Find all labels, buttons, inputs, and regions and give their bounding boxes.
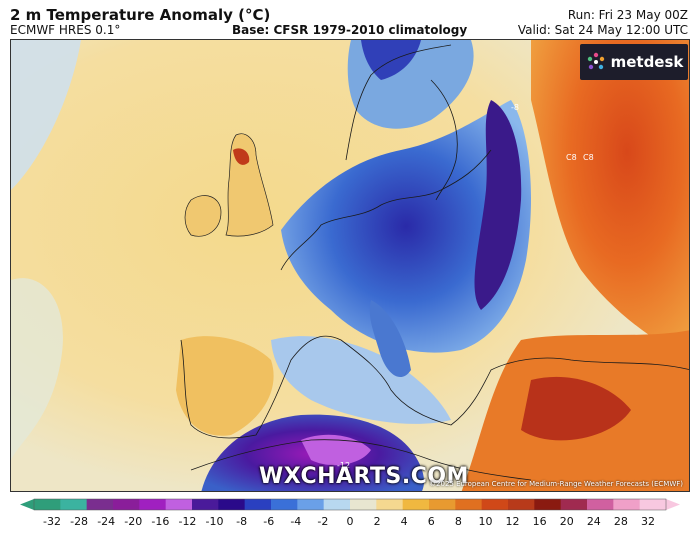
colorbar-tick-label: 4 <box>401 515 408 528</box>
scotland-hot-spot <box>233 148 250 165</box>
iberia-mixed <box>176 336 274 436</box>
colorbar-tick-label: -28 <box>70 515 88 528</box>
metdesk-logo-icon <box>587 52 604 70</box>
colorbar-tick-label: 12 <box>506 515 520 528</box>
colorbar-segment <box>560 499 588 510</box>
colorbar-segment <box>323 499 351 510</box>
colorbar-min-arrow <box>20 499 34 510</box>
colorbar-segment <box>165 499 193 510</box>
colorbar-segment <box>534 499 562 510</box>
colorbar-tick-label: 16 <box>533 515 547 528</box>
colorbar-segment <box>508 499 535 510</box>
colorbar-segment <box>297 499 325 510</box>
colorbar-segment <box>639 499 667 510</box>
colorbar-tick-label: -12 <box>178 515 196 528</box>
continent-coastline <box>180 335 689 439</box>
cold-core-band <box>474 100 522 310</box>
scandinavia-coastline <box>345 44 458 201</box>
colorbar-segment <box>376 499 404 510</box>
colorbar-tick-label: 28 <box>614 515 628 528</box>
turkey-hot-core <box>521 376 631 441</box>
colorbar-segment <box>429 499 456 510</box>
metdesk-logo: metdesk <box>580 44 688 80</box>
colorbar-segment <box>34 499 61 510</box>
contour-label: C8 <box>566 153 577 162</box>
italy-cold <box>369 300 411 378</box>
colorbar-segment <box>271 499 298 510</box>
colorbar-segment <box>139 499 167 510</box>
colorbar-max-arrow <box>666 499 680 510</box>
atlantic-cool-patch-south <box>11 278 63 460</box>
atlantic-cool-patch <box>11 40 81 190</box>
colorbar-segment <box>86 499 114 510</box>
colorbar-tick-label: -32 <box>43 515 61 528</box>
colorbar-tick-label: -16 <box>151 515 169 528</box>
colorbar-tick-label: 0 <box>347 515 354 528</box>
africa-coastline <box>190 439 532 481</box>
colorbar-tick-label: 2 <box>374 515 381 528</box>
colorbar-tick-label: 32 <box>641 515 655 528</box>
anomaly-map[interactable]: -8 C8 C8 -12 metdesk WXCHARTS.COM ©2025 … <box>10 39 690 492</box>
colorbar-segment <box>587 499 614 510</box>
colorbar-tick-label: -10 <box>206 515 224 528</box>
valid-time-label: Valid: Sat 24 May 12:00 UTC <box>517 23 688 37</box>
chart-title: 2 m Temperature Anomaly (°C) <box>10 6 271 24</box>
colorbar-tick-label: 10 <box>478 515 492 528</box>
colorbar-segment <box>218 499 246 510</box>
base-climatology-label: Base: CFSR 1979-2010 climatology <box>232 23 468 37</box>
colorbar-tick-label: 6 <box>428 515 435 528</box>
colorbar-tick-label: -6 <box>263 515 274 528</box>
colorbar-segment <box>350 499 377 510</box>
colorbar-outline <box>33 498 667 511</box>
north-coastline <box>280 149 492 271</box>
africa-deep-core <box>301 434 371 466</box>
colorbar-segment <box>613 499 641 510</box>
colorbar-segment <box>481 499 509 510</box>
east-warm-region <box>531 40 689 359</box>
colorbar-segment <box>113 499 140 510</box>
colorbar-tick-label: 20 <box>560 515 574 528</box>
colorbar-tick-label: -2 <box>317 515 328 528</box>
colorbar-tick-label: -24 <box>97 515 115 528</box>
metdesk-logo-text: metdesk <box>610 53 684 71</box>
colorbar-tick-label: 8 <box>455 515 462 528</box>
run-time-label: Run: Fri 23 May 00Z <box>567 8 688 22</box>
central-europe-cold <box>281 100 531 353</box>
colorbar-segment <box>244 499 272 510</box>
colorbar-tick-label: -20 <box>124 515 142 528</box>
wxcharts-watermark: WXCHARTS.COM <box>259 464 469 489</box>
contour-label: -12 <box>337 461 350 470</box>
contour-label: C8 <box>583 153 594 162</box>
colorbar-tick-label: 24 <box>587 515 601 528</box>
copyright-notice: ©2025 European Centre for Medium-Range W… <box>429 480 683 488</box>
colorbar-segment <box>60 499 88 510</box>
map-canvas: -8 C8 C8 -12 <box>11 40 689 491</box>
colorbar-segment <box>192 499 219 510</box>
colorbar-segment <box>402 499 430 510</box>
colorbar-tick-label: -4 <box>290 515 301 528</box>
mediterranean-cool <box>271 336 451 424</box>
contour-label: -8 <box>511 103 519 112</box>
colorbar-segment <box>455 499 483 510</box>
colorbar-tick-label: -8 <box>236 515 247 528</box>
colorbar-svg: -32 -28 -24 -20 -16 -12 -10 -8 -6 -4 -2 0 2 4 6 8 10 12 16… <box>20 498 680 528</box>
model-label: ECMWF HRES 0.1° <box>10 23 121 37</box>
colorbar: -32 -28 -24 -20 -16 -12 -10 -8 -6 -4 -2 0 2 4 6 8 10 12 16… <box>0 494 700 536</box>
ireland <box>184 195 222 237</box>
